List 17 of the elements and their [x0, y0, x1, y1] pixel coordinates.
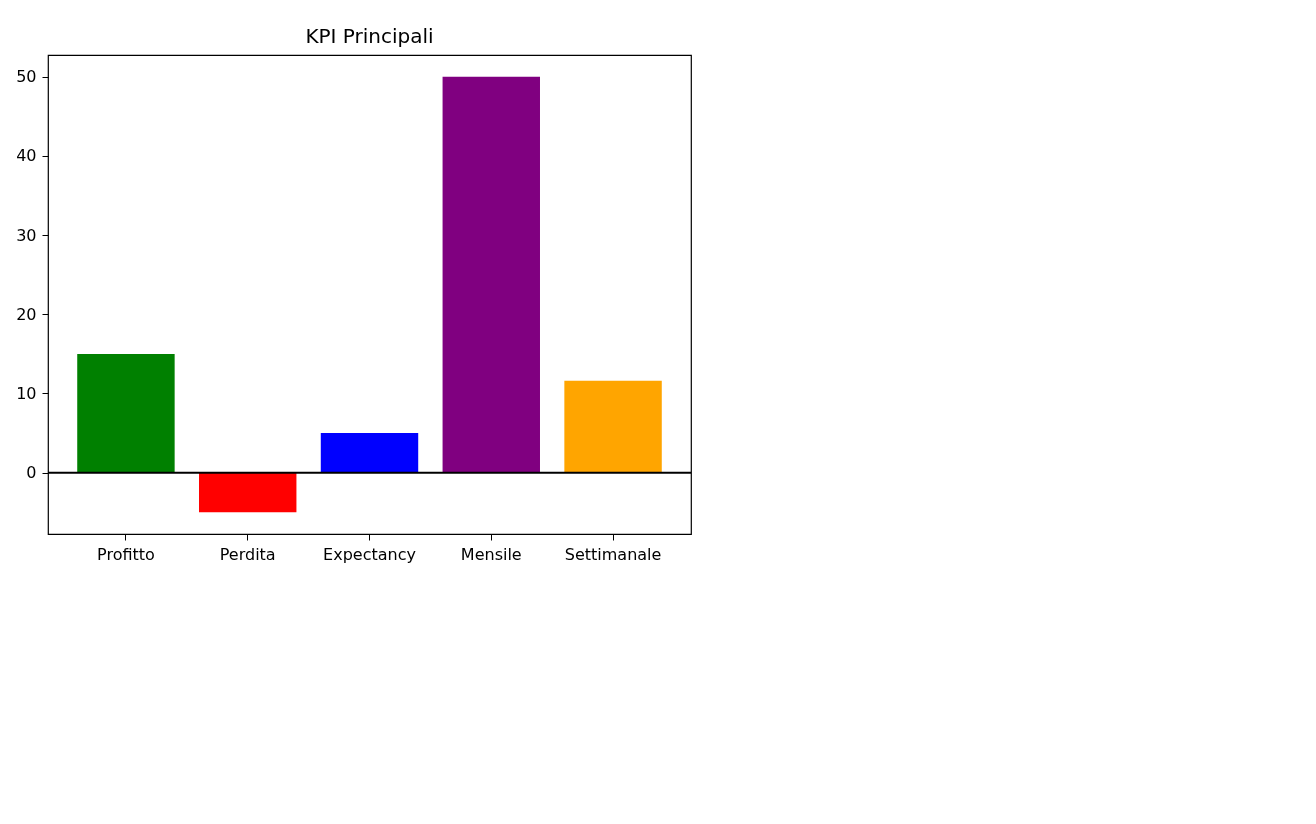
bar	[77, 353, 175, 473]
bar	[564, 380, 662, 473]
x-tick-label: Perdita	[219, 544, 276, 564]
y-tick-label: 40	[16, 146, 37, 166]
y-tick-label: 10	[16, 383, 37, 403]
y-tick-label: 30	[16, 225, 37, 245]
y-tick-label: 50	[16, 67, 37, 87]
bar	[320, 433, 419, 473]
chart-title: KPI Principali	[305, 24, 434, 48]
x-tick-label: Expectancy	[323, 544, 416, 564]
y-tick-label: 0	[26, 463, 37, 483]
bar	[442, 76, 540, 473]
bar	[199, 472, 297, 513]
x-tick-label: Profitto	[97, 544, 155, 564]
x-tick-label: Mensile	[460, 544, 522, 564]
x-tick-label: Settimanale	[564, 544, 662, 564]
y-tick-label: 20	[16, 304, 37, 324]
